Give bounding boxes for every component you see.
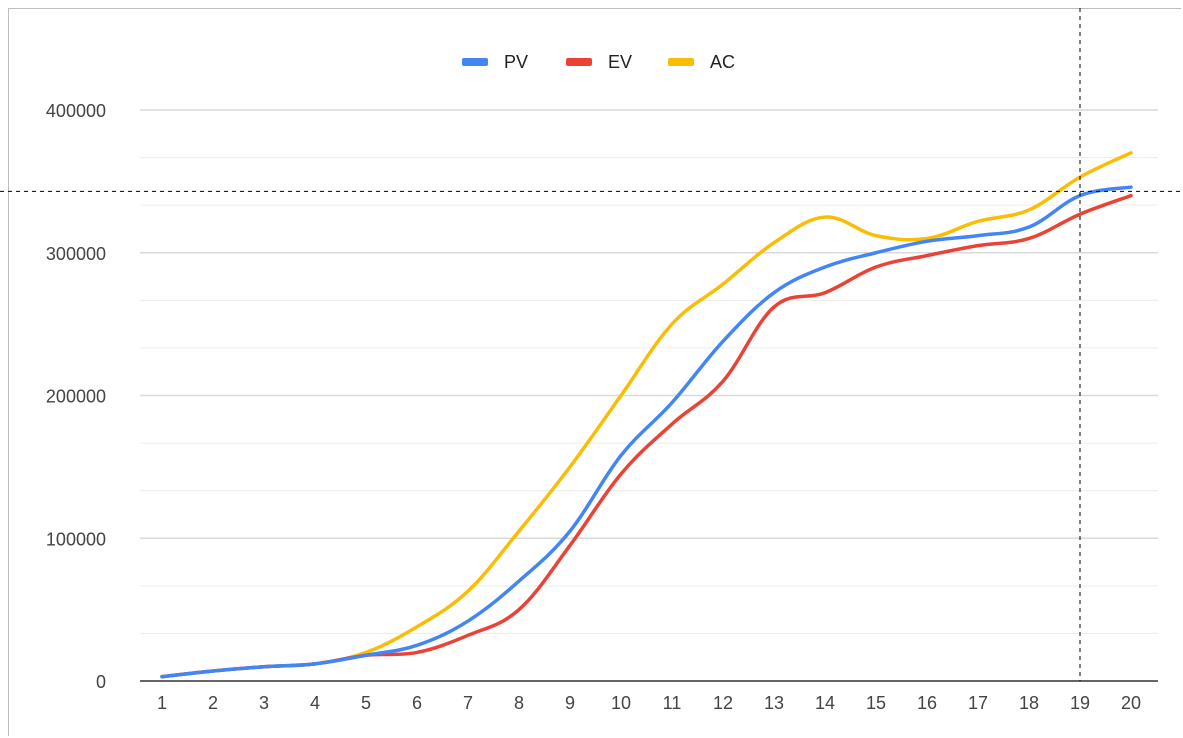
legend-label-ac: AC (710, 52, 735, 72)
x-tick-label: 16 (917, 693, 937, 713)
legend-swatch-ev (566, 58, 592, 66)
legend-label-pv: PV (504, 52, 528, 72)
y-tick-label: 300000 (46, 244, 106, 264)
y-tick-label: 0 (96, 672, 106, 692)
y-tick-label: 200000 (46, 387, 106, 407)
y-tick-label: 100000 (46, 529, 106, 549)
x-tick-label: 1 (157, 693, 167, 713)
gridlines (140, 110, 1158, 633)
x-tick-label: 7 (463, 693, 473, 713)
x-tick-label: 20 (1121, 693, 1141, 713)
y-tick-label: 400000 (46, 101, 106, 121)
x-tick-label: 3 (259, 693, 269, 713)
x-tick-label: 4 (310, 693, 320, 713)
x-tick-label: 19 (1070, 693, 1090, 713)
x-tick-label: 18 (1019, 693, 1039, 713)
crosshair (0, 8, 1183, 681)
x-tick-label: 9 (565, 693, 575, 713)
x-tick-label: 5 (361, 693, 371, 713)
series-line-pv (162, 187, 1131, 677)
x-tick-label: 2 (208, 693, 218, 713)
x-tick-label: 11 (663, 693, 682, 713)
x-tick-label: 8 (514, 693, 524, 713)
legend: PV EV AC (462, 52, 735, 72)
x-tick-label: 17 (968, 693, 988, 713)
series-line-ev (162, 196, 1131, 677)
legend-swatch-pv (462, 58, 488, 66)
x-tick-label: 10 (611, 693, 631, 713)
x-tick-label: 14 (815, 693, 835, 713)
x-tick-label: 12 (713, 693, 733, 713)
series-lines (162, 153, 1131, 677)
x-tick-label: 15 (866, 693, 886, 713)
legend-label-ev: EV (608, 52, 632, 72)
series-line-ac (162, 153, 1131, 677)
x-tick-label: 6 (412, 693, 422, 713)
legend-swatch-ac (668, 58, 694, 66)
x-tick-label: 13 (764, 693, 784, 713)
